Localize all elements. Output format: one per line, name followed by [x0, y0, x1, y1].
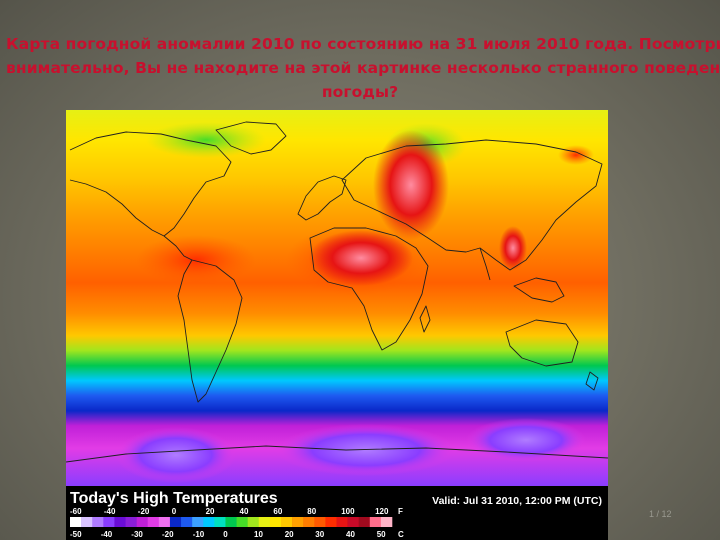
color-swatch: [158, 517, 171, 527]
celsius-tick: 40: [346, 530, 355, 539]
celsius-tick: 30: [315, 530, 324, 539]
celsius-tick: -50: [70, 530, 82, 539]
color-swatch: [347, 517, 359, 527]
color-swatch: [236, 517, 248, 527]
celsius-tick: 50: [377, 530, 386, 539]
color-swatch: [247, 517, 260, 527]
slide-title-line-2: внимательно, Вы не находите на этой карт…: [6, 59, 720, 77]
color-swatch: [292, 517, 304, 527]
fahrenheit-tick: 80: [307, 507, 316, 516]
color-swatch: [81, 517, 93, 527]
celsius-tick: -30: [131, 530, 143, 539]
temperature-field: [66, 110, 608, 486]
fahrenheit-tick: 20: [206, 507, 215, 516]
color-swatch: [70, 517, 82, 527]
color-swatch: [136, 517, 149, 527]
celsius-unit: C: [398, 530, 404, 539]
color-swatch: [325, 517, 337, 527]
slide-title-line-1: Карта погодной аномалии 2010 по состояни…: [6, 35, 720, 53]
color-swatch: [125, 517, 137, 527]
color-swatch: [336, 517, 348, 527]
fahrenheit-tick: -20: [138, 507, 150, 516]
fahrenheit-tick: 60: [273, 507, 282, 516]
map-legend: Today's High Temperatures Valid: Jul 31 …: [66, 486, 608, 540]
color-swatch: [369, 517, 382, 527]
color-swatch: [203, 517, 215, 527]
fahrenheit-unit: F: [398, 507, 403, 516]
color-swatch: [269, 517, 282, 527]
celsius-tick: 20: [285, 530, 294, 539]
celsius-tick: 10: [254, 530, 263, 539]
color-swatch: [214, 517, 226, 527]
fahrenheit-tick: 0: [172, 507, 177, 516]
temperature-color-scale: -60 -40 -20 0 20 40 60 80 100 120 F -50 -40 -30 -20-…: [70, 507, 404, 539]
color-swatch: [181, 517, 193, 527]
color-swatch: [169, 517, 182, 527]
color-swatch: [103, 517, 115, 527]
color-swatch: [92, 517, 104, 527]
fahrenheit-tick: 100: [341, 507, 355, 516]
fahrenheit-tick: 120: [375, 507, 389, 516]
map-title: Today's High Temperatures: [70, 490, 278, 507]
color-swatch: [380, 517, 393, 527]
celsius-ticks: -50 -40 -30 -20 -10 0 10 20 30 40 50: [70, 530, 386, 539]
color-swatch: [303, 517, 315, 527]
temperature-map: Today's High Temperatures Valid: Jul 31 …: [66, 110, 608, 540]
fahrenheit-tick: -60: [70, 507, 82, 516]
valid-time: Valid: Jul 31 2010, 12:00 PM (UTC): [432, 495, 602, 507]
celsius-tick: -40: [101, 530, 113, 539]
slide-number: 1 / 12: [649, 509, 672, 519]
slide-title-line-3: погоды?: [321, 83, 399, 101]
color-swatch: [192, 517, 204, 527]
color-swatch: [314, 517, 326, 527]
color-swatch: [147, 517, 160, 527]
slide-title: Карта погодной аномалии 2010 по состояни…: [6, 32, 720, 104]
celsius-tick: 0: [223, 530, 228, 539]
celsius-tick: -10: [193, 530, 205, 539]
fahrenheit-tick: -40: [104, 507, 116, 516]
color-swatch: [225, 517, 237, 527]
color-swatches: [70, 517, 393, 527]
color-swatch: [280, 517, 293, 527]
fahrenheit-ticks: -60 -40 -20 0 20 40 60 80 100 120: [70, 507, 389, 516]
color-swatch: [114, 517, 126, 527]
color-swatch: [258, 517, 271, 527]
fahrenheit-tick: 40: [240, 507, 249, 516]
celsius-tick: -20: [162, 530, 174, 539]
color-swatch: [358, 517, 371, 527]
